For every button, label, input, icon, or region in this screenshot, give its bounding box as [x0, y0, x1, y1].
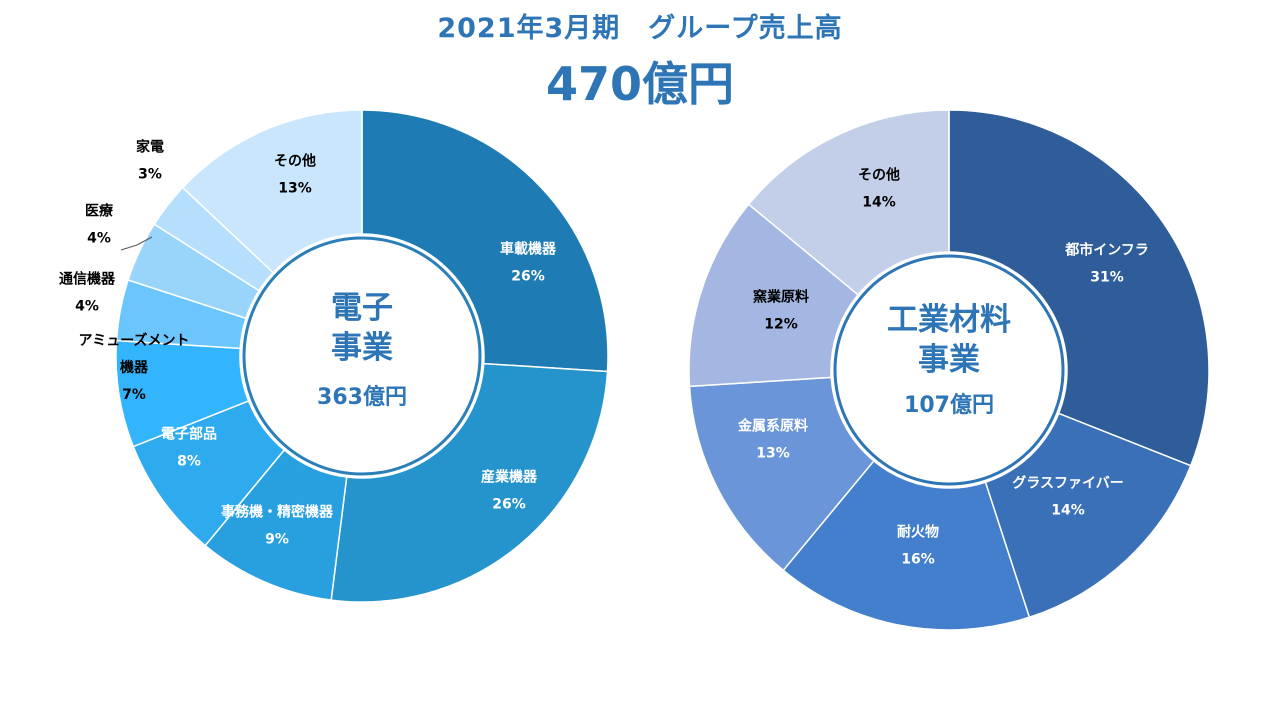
total-sales: 470億円: [545, 57, 735, 111]
slice-2-3: [782, 459, 1031, 631]
slice-2-1: [948, 109, 1210, 467]
chart-title: 2021年3月期 グループ売上高: [437, 13, 843, 44]
slice-label-1-8: 家電 3%: [136, 139, 164, 183]
slice-2-4: [688, 376, 875, 572]
slice-label-1-5: アミューズメント機器 7%: [78, 332, 189, 403]
slice-1-9: [181, 109, 363, 274]
slice-2-2: [984, 412, 1192, 619]
slice-2-5: [688, 203, 860, 388]
center-label-1-2: 事業: [331, 330, 393, 366]
center-amount-1: 363億円: [317, 384, 407, 410]
center-label-1-1: 電子: [331, 290, 393, 326]
slice-label-1-6: 通信機器 4%: [59, 271, 116, 315]
slice-label-2-6: その他 14%: [858, 167, 900, 211]
slice-1-2: [330, 362, 609, 603]
slice-label-1-9: その他 13%: [274, 153, 316, 197]
center-amount-2: 107億円: [904, 392, 994, 418]
slice-label-2-2: グラスファイバー 14%: [1012, 475, 1123, 519]
slice-label-2-1: 都市インフラ 31%: [1064, 242, 1149, 286]
slice-label-1-4: 電子部品 8%: [161, 426, 217, 470]
slice-label-1-3: 事務機・精密機器 9%: [221, 504, 334, 548]
slice-label-2-3: 耐火物 16%: [897, 524, 939, 568]
donut-center-1: [242, 236, 482, 476]
center-label-2-2: 事業: [918, 342, 980, 378]
center-label-2-1: 工業材料: [887, 302, 1011, 338]
slice-label-2-5: 窯業原料 12%: [753, 289, 809, 333]
slice-label-1-2: 産業機器 26%: [481, 469, 538, 513]
leader-line: [120, 236, 153, 251]
donut-center-2: [833, 254, 1065, 486]
slice-2-6: [747, 109, 950, 296]
slice-label-1-7: 医療 4%: [85, 203, 114, 247]
slice-1-1: [361, 109, 609, 373]
slice-label-1-1: 車載機器 26%: [500, 241, 557, 285]
slice-label-2-4: 金属系原料 13%: [737, 418, 808, 462]
